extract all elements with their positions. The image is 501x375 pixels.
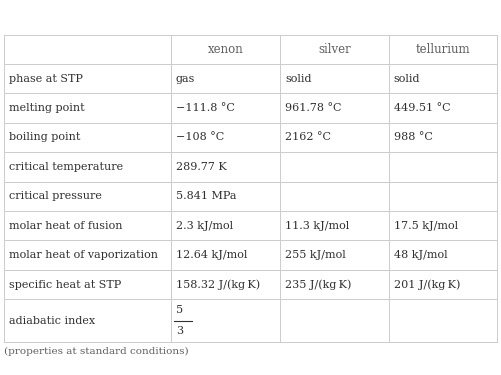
Text: 988 °C: 988 °C [394, 132, 432, 142]
Text: 11.3 kJ/mol: 11.3 kJ/mol [285, 221, 349, 231]
Text: −108 °C: −108 °C [176, 132, 224, 142]
Text: specific heat at STP: specific heat at STP [9, 280, 121, 290]
Text: 17.5 kJ/mol: 17.5 kJ/mol [394, 221, 458, 231]
Text: molar heat of fusion: molar heat of fusion [9, 221, 123, 231]
Text: boiling point: boiling point [9, 132, 80, 142]
Text: molar heat of vaporization: molar heat of vaporization [9, 250, 158, 260]
Text: 255 kJ/mol: 255 kJ/mol [285, 250, 346, 260]
Text: 235 J/(kg K): 235 J/(kg K) [285, 279, 352, 290]
Text: 5.841 MPa: 5.841 MPa [176, 191, 236, 201]
Text: xenon: xenon [207, 43, 243, 56]
Text: melting point: melting point [9, 103, 85, 113]
Text: 48 kJ/mol: 48 kJ/mol [394, 250, 447, 260]
Text: solid: solid [394, 74, 420, 84]
Text: critical temperature: critical temperature [9, 162, 123, 172]
Text: 5: 5 [176, 305, 183, 315]
Text: 961.78 °C: 961.78 °C [285, 103, 342, 113]
Text: 158.32 J/(kg K): 158.32 J/(kg K) [176, 279, 260, 290]
Text: 2162 °C: 2162 °C [285, 132, 331, 142]
Text: adiabatic index: adiabatic index [9, 316, 95, 326]
Text: (properties at standard conditions): (properties at standard conditions) [4, 346, 189, 355]
Text: gas: gas [176, 74, 195, 84]
Text: −111.8 °C: −111.8 °C [176, 103, 234, 113]
Text: critical pressure: critical pressure [9, 191, 102, 201]
Text: solid: solid [285, 74, 312, 84]
Text: 3: 3 [176, 326, 183, 336]
Text: silver: silver [318, 43, 351, 56]
Text: 449.51 °C: 449.51 °C [394, 103, 450, 113]
Text: tellurium: tellurium [415, 43, 470, 56]
Text: phase at STP: phase at STP [9, 74, 83, 84]
Text: 2.3 kJ/mol: 2.3 kJ/mol [176, 221, 233, 231]
Text: 289.77 K: 289.77 K [176, 162, 226, 172]
Text: 201 J/(kg K): 201 J/(kg K) [394, 279, 460, 290]
Text: 12.64 kJ/mol: 12.64 kJ/mol [176, 250, 247, 260]
